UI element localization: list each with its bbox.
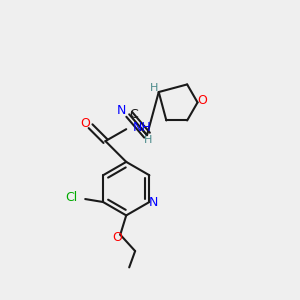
Text: H: H [144, 135, 153, 145]
Text: H: H [150, 82, 158, 93]
Text: NH: NH [133, 121, 152, 134]
Text: N: N [117, 104, 127, 117]
Text: O: O [80, 117, 90, 130]
Text: Cl: Cl [65, 191, 78, 204]
Text: O: O [197, 94, 207, 107]
Text: C: C [129, 108, 138, 122]
Text: O: O [112, 231, 122, 244]
Text: N: N [149, 196, 158, 208]
